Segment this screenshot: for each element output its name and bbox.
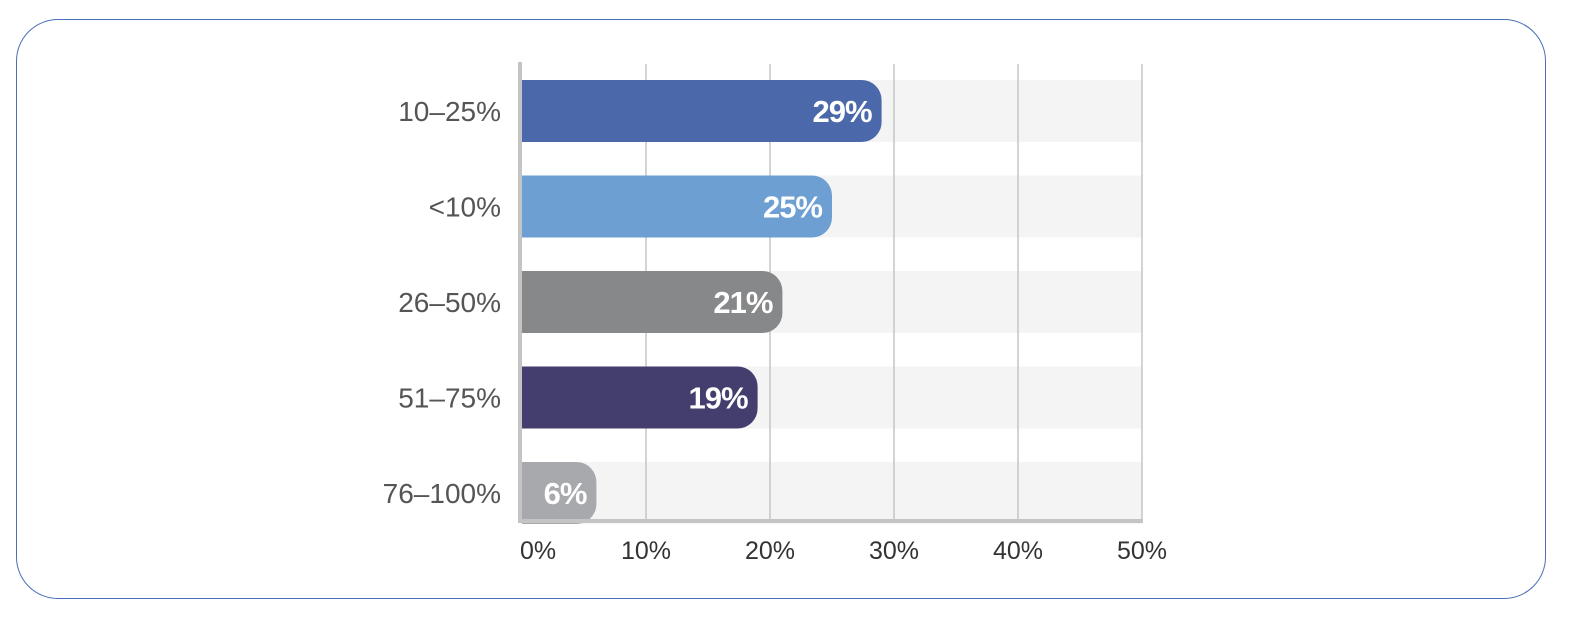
bar-value-label: 29%	[813, 94, 872, 129]
bar-value-label: 21%	[713, 285, 772, 320]
bar-value-label: 19%	[689, 381, 748, 416]
bar-value-label: 6%	[544, 476, 587, 511]
row-band	[522, 462, 1142, 524]
x-tick-label: 50%	[1117, 537, 1167, 565]
x-tick-label: 0%	[520, 537, 556, 565]
bar[interactable]	[522, 271, 783, 333]
x-tick-label: 30%	[869, 537, 919, 565]
category-label: 26–50%	[398, 287, 501, 318]
category-label: 10–25%	[398, 96, 501, 127]
bar[interactable]	[522, 462, 597, 524]
category-label: 76–100%	[383, 478, 501, 509]
bar[interactable]	[522, 175, 832, 238]
bar-value-label: 25%	[763, 190, 822, 225]
category-label: 51–75%	[398, 383, 501, 414]
x-tick-label: 20%	[745, 537, 795, 565]
x-tick-label: 10%	[621, 537, 671, 565]
category-label: <10%	[429, 192, 501, 223]
bar[interactable]	[522, 80, 882, 142]
x-tick-label: 40%	[993, 537, 1043, 565]
bar[interactable]	[522, 366, 758, 429]
